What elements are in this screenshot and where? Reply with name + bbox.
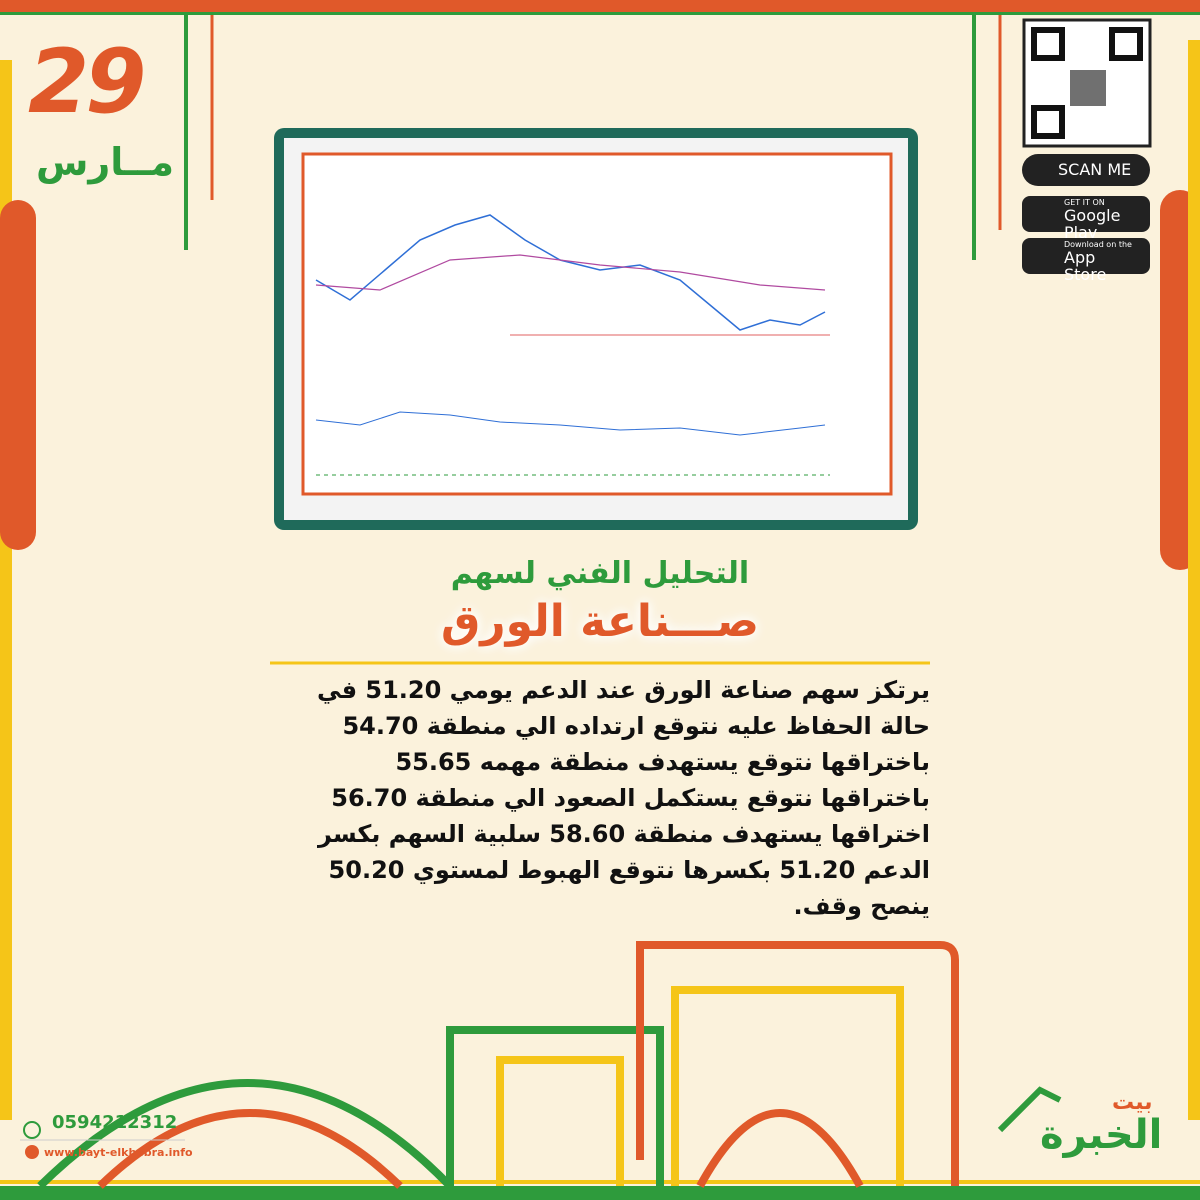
logo-main: الخبرة [1040,1112,1163,1158]
logo-top: بيت [1112,1090,1153,1115]
paragraph-line: الدعم 51.20 بكسرها نتوقع الهبوط لمستوي 5… [328,856,930,884]
paragraph-line: اختراقها يستهدف منطقة 58.60 سلبية السهم … [318,820,930,848]
month: مــارس [36,140,175,184]
google-small: GET IT ON [1064,198,1105,207]
scan-me: SCAN ME [1058,160,1132,179]
paragraph-line: يرتكز سهم صناعة الورق عند الدعم يومي 51.… [317,676,930,704]
title: التحليل الفني لسهم [450,556,750,591]
day: 29 [28,30,146,133]
apple-label: App Store [1064,248,1107,284]
paragraph: يرتكز سهم صناعة الورق عند الدعم يومي 51.… [262,672,930,924]
paragraph-line: باختراقها نتوقع يستهدف منطقة مهمه 55.65 [395,748,930,776]
app-store[interactable]: Download on the App Store [1022,238,1150,283]
paragraph-line: ينصح وقف. [793,892,930,920]
phone[interactable]: 0594212312 [52,1112,178,1133]
google-label: Google Play [1064,206,1121,242]
apple-small: Download on the [1064,240,1132,249]
paragraph-line: باختراقها نتوقع يستكمل الصعود الي منطقة … [331,784,930,812]
google-play[interactable]: GET IT ON Google Play [1022,196,1150,241]
website[interactable]: www.bayt-elkhebra.info [44,1146,193,1159]
subtitle: صـــناعة الورق [440,596,760,647]
paragraph-line: حالة الحفاظ عليه نتوقع ارتداده الي منطقة… [342,712,930,740]
